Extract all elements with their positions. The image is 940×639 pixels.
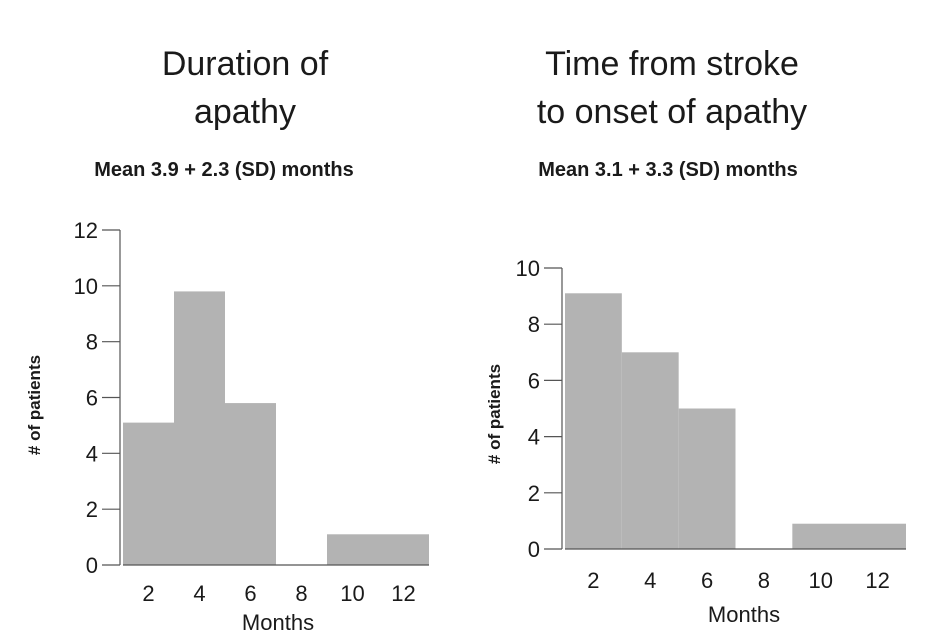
chart-duration-of-apathy: Duration of apathy Mean 3.9 + 2.3 (SD) m… [25, 45, 429, 635]
plot-area: 0 2 4 6 8 10 2 4 6 8 10 12 [516, 256, 906, 593]
chart-time-to-onset: Time from stroke to onset of apathy Mean… [485, 45, 906, 627]
x-tick-label: 4 [193, 581, 205, 606]
y-tick-label: 6 [86, 386, 98, 411]
y-axis-label: # of patients [485, 364, 504, 464]
x-tick-label: 8 [758, 568, 770, 593]
x-tick-label: 2 [587, 568, 599, 593]
y-tick-label: 2 [86, 497, 98, 522]
bar-1-3 [123, 422, 174, 565]
chart-subtitle: Mean 3.9 + 2.3 (SD) months [94, 159, 354, 181]
y-tick-label: 8 [528, 312, 540, 337]
plot-area: 0 2 4 6 8 10 12 2 4 6 8 10 12 [74, 218, 429, 606]
y-tick-label: 6 [528, 368, 540, 393]
chart-title-line-2: apathy [194, 93, 296, 131]
y-tick-label: 4 [528, 425, 540, 450]
y-tick-label: 10 [516, 256, 540, 281]
chart-title-line-1: Duration of [162, 45, 329, 83]
y-tick-label: 0 [528, 537, 540, 562]
y-tick-label: 10 [74, 274, 98, 299]
y-axis-label: # of patients [25, 355, 44, 455]
y-tick-label: 2 [528, 481, 540, 506]
x-tick-label: 2 [142, 581, 154, 606]
chart-subtitle: Mean 3.1 + 3.3 (SD) months [538, 159, 798, 181]
chart-title-line-1: Time from stroke [545, 45, 799, 83]
y-tick-label: 12 [74, 218, 98, 243]
x-tick-label: 10 [340, 581, 364, 606]
x-tick-label: 6 [244, 581, 256, 606]
bar-5-7 [678, 408, 736, 549]
bar-3-5 [621, 352, 679, 549]
x-tick-label: 8 [295, 581, 307, 606]
bar-9-13 [792, 523, 906, 549]
x-axis-label: Months [708, 602, 780, 627]
y-tick-label: 0 [86, 553, 98, 578]
y-tick-label: 4 [86, 441, 98, 466]
y-tick-label: 8 [86, 330, 98, 355]
x-tick-label: 4 [644, 568, 656, 593]
x-tick-label: 12 [865, 568, 889, 593]
chart-title-line-2: to onset of apathy [537, 93, 807, 131]
bar-5-7 [225, 403, 276, 565]
x-axis-label: Months [242, 610, 314, 634]
bar-3-5 [174, 291, 225, 565]
x-tick-label: 12 [391, 581, 415, 606]
bar-9-13 [327, 534, 429, 565]
x-tick-label: 10 [809, 568, 833, 593]
x-tick-label: 6 [701, 568, 713, 593]
bar-1-3 [565, 293, 622, 549]
